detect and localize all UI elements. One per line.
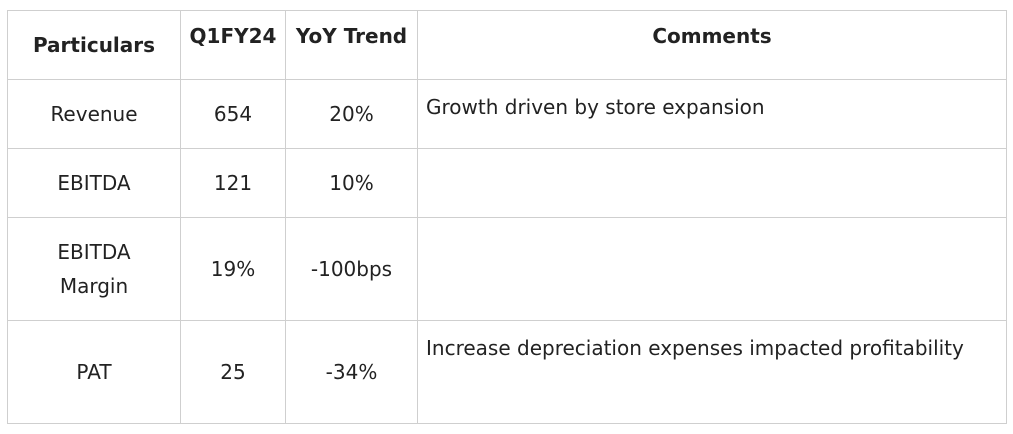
- table-cell: 20%: [285, 79, 418, 149]
- header-cell: Q1FY24: [180, 10, 286, 80]
- table-cell: 19%: [180, 217, 286, 321]
- table-cell: 654: [180, 79, 286, 149]
- table-cell: [417, 217, 1007, 321]
- table-cell: 10%: [285, 148, 418, 218]
- table-row: Revenue 654 20% Growth driven by store expa…: [7, 79, 1007, 149]
- table-cell: [417, 148, 1007, 218]
- table-cell: -100bps: [285, 217, 418, 321]
- header-cell: Comments: [417, 10, 1007, 80]
- table-cell: 121: [180, 148, 286, 218]
- table-row: EBITDA 121 10%: [7, 148, 1007, 218]
- table-cell: PAT: [7, 320, 181, 424]
- table-cell: EBITDA: [7, 148, 181, 218]
- header-cell: Particulars: [7, 10, 181, 80]
- table-row: EBITDA Margin 19% -100bps: [7, 217, 1007, 321]
- table-cell: 25: [180, 320, 286, 424]
- data-table: Particulars Q1FY24 YoY Trend Comments Reven…: [7, 10, 1007, 424]
- header-row: Particulars Q1FY24 YoY Trend Comments: [7, 10, 1007, 80]
- table-cell: Growth driven by store expansion: [417, 79, 1007, 149]
- table-cell: EBITDA Margin: [7, 217, 181, 321]
- table-cell: Revenue: [7, 79, 181, 149]
- table-cell: Increase depreciation expenses impacted …: [417, 320, 1007, 424]
- table-body: Revenue 654 20% Growth driven by store expa…: [7, 79, 1007, 424]
- table-cell: -34%: [285, 320, 418, 424]
- table-row: PAT 25 -34% Increase depreciation expenses …: [7, 320, 1007, 424]
- header-cell: YoY Trend: [285, 10, 418, 80]
